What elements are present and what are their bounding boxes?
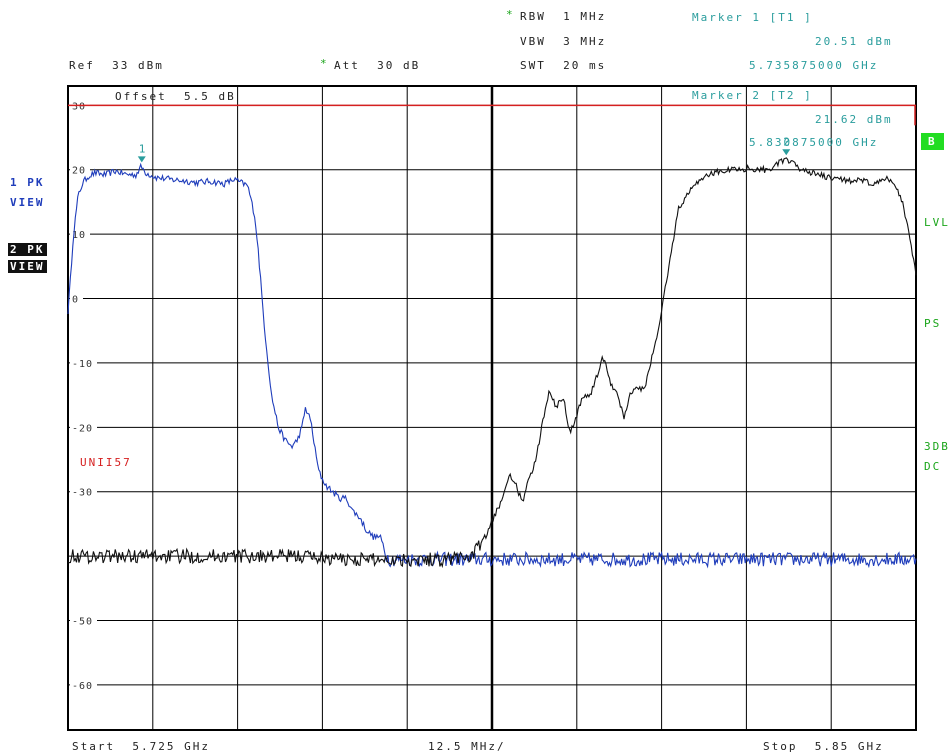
span-per-division: 12.5 MHz/ bbox=[428, 740, 506, 753]
3db-indicator: 3DB bbox=[924, 440, 950, 453]
marker2-level: 21.62 dBm bbox=[815, 113, 893, 126]
start-frequency: Start 5.725 GHz bbox=[72, 740, 210, 753]
y-tick-label-bg bbox=[70, 421, 97, 434]
vbw-readout: VBW 3 MHz bbox=[520, 35, 607, 48]
limit-line-label: UNII57 bbox=[80, 456, 132, 469]
y-tick-label-bg bbox=[70, 163, 90, 176]
trace1-mode: VIEW bbox=[10, 196, 45, 209]
attenuation-readout: Att 30 dB bbox=[334, 59, 421, 72]
y-tick-label-bg bbox=[70, 485, 97, 498]
traces bbox=[67, 157, 917, 569]
lvl-indicator: LVL bbox=[924, 216, 950, 229]
y-tick-label: 10 bbox=[72, 230, 86, 241]
marker2-frequency: 5.830875000 GHz bbox=[749, 136, 879, 149]
y-tick-label-bg bbox=[70, 356, 97, 369]
y-tick-label: -20 bbox=[72, 423, 93, 434]
marker1-level: 20.51 dBm bbox=[815, 35, 893, 48]
y-tick-label: -30 bbox=[72, 488, 93, 499]
rbw-coupled-star: * bbox=[506, 8, 515, 21]
y-tick-label-bg bbox=[70, 228, 90, 241]
marker-2-label: 2 bbox=[783, 135, 790, 148]
y-tick-labels: 30 20 10 0 -10 -20 -30 -50 -60 bbox=[70, 99, 97, 692]
y-tick-label-bg bbox=[70, 678, 97, 691]
dc-indicator: DC bbox=[924, 460, 942, 473]
marker-1-triangle bbox=[137, 156, 146, 163]
level-offset: Offset 5.5 dB bbox=[115, 90, 236, 103]
plot-grid bbox=[68, 86, 916, 730]
marker-1-label: 1 bbox=[139, 142, 146, 155]
markers: 12 bbox=[137, 135, 791, 163]
marker1-title: Marker 1 [T1 ] bbox=[692, 11, 813, 24]
stop-frequency: Stop 5.85 GHz bbox=[763, 740, 884, 753]
y-tick-label: -60 bbox=[72, 681, 93, 692]
trace2-mode: VIEW bbox=[8, 260, 47, 273]
trace2-detector: 2 PK bbox=[8, 243, 47, 256]
y-tick-label: 30 bbox=[72, 101, 86, 112]
rbw-readout: RBW 1 MHz bbox=[520, 10, 607, 23]
reference-level: Ref 33 dBm bbox=[69, 59, 164, 72]
trace-1 bbox=[67, 162, 917, 569]
sweep-time-readout: SWT 20 ms bbox=[520, 59, 607, 72]
trace1-detector: 1 PK bbox=[10, 176, 45, 189]
y-tick-label: 20 bbox=[72, 166, 86, 177]
b-indicator: B bbox=[921, 133, 944, 150]
marker1-frequency: 5.735875000 GHz bbox=[749, 59, 879, 72]
y-tick-label: 0 bbox=[72, 295, 79, 306]
y-tick-label-bg bbox=[70, 614, 97, 627]
y-tick-label-bg bbox=[70, 292, 83, 305]
y-tick-label: -50 bbox=[72, 617, 93, 628]
att-coupled-star: * bbox=[320, 57, 329, 70]
y-tick-label: -10 bbox=[72, 359, 93, 370]
trace-2 bbox=[67, 157, 917, 569]
marker-2-triangle bbox=[782, 149, 791, 156]
ps-indicator: PS bbox=[924, 317, 942, 330]
marker2-title: Marker 2 [T2 ] bbox=[692, 89, 813, 102]
